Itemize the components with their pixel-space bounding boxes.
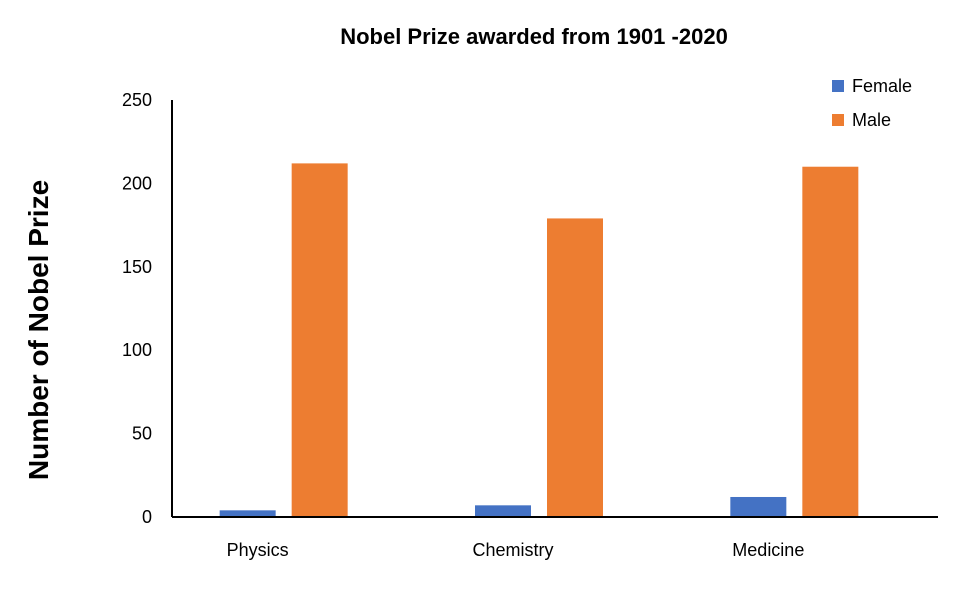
y-tick-label: 0: [142, 507, 152, 527]
legend-label-male: Male: [852, 110, 891, 130]
x-axis-labels: Physics Chemistry Medicine: [227, 540, 805, 560]
bar-male-medicine: [802, 166, 859, 517]
y-tick-label: 100: [122, 340, 152, 360]
x-tick-label: Chemistry: [472, 540, 553, 560]
x-tick-label: Medicine: [732, 540, 804, 560]
y-tick-label: 150: [122, 257, 152, 277]
y-axis-ticks: 0 50 100 150 200 250: [122, 90, 152, 527]
legend: Female Male: [832, 76, 912, 130]
bar-female-physics: [219, 510, 276, 517]
bar-male-physics: [291, 163, 348, 517]
legend-label-female: Female: [852, 76, 912, 96]
legend-swatch-female: [832, 80, 844, 92]
y-tick-label: 50: [132, 424, 152, 444]
bar-male-chemistry: [547, 218, 603, 518]
y-axis-label: Number of Nobel Prize: [23, 180, 54, 480]
y-tick-label: 200: [122, 173, 152, 193]
bar-female-medicine: [730, 496, 787, 517]
legend-swatch-male: [832, 114, 844, 126]
bar-female-chemistry: [475, 505, 531, 517]
y-tick-label: 250: [122, 90, 152, 110]
bars: [219, 163, 859, 518]
x-tick-label: Physics: [227, 540, 289, 560]
chart-title: Nobel Prize awarded from 1901 -2020: [340, 24, 728, 49]
